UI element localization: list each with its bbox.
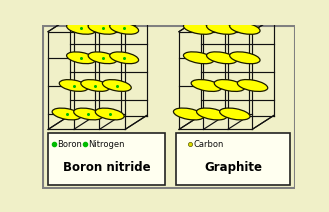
- Ellipse shape: [81, 80, 110, 91]
- Ellipse shape: [88, 52, 117, 64]
- Ellipse shape: [74, 108, 103, 120]
- Ellipse shape: [207, 22, 237, 34]
- Text: Graphite: Graphite: [204, 161, 262, 174]
- Ellipse shape: [230, 22, 260, 34]
- Bar: [48, 133, 165, 185]
- Ellipse shape: [173, 108, 204, 120]
- Ellipse shape: [196, 108, 227, 120]
- Ellipse shape: [237, 80, 268, 91]
- Ellipse shape: [102, 80, 131, 91]
- Text: Nitrogen: Nitrogen: [88, 139, 125, 149]
- Text: Carbon: Carbon: [194, 139, 224, 149]
- Ellipse shape: [230, 52, 260, 64]
- Ellipse shape: [59, 80, 88, 91]
- Ellipse shape: [95, 108, 124, 120]
- Ellipse shape: [110, 22, 139, 34]
- Text: Boron: Boron: [57, 139, 82, 149]
- Ellipse shape: [52, 108, 81, 120]
- Ellipse shape: [110, 52, 139, 64]
- Ellipse shape: [207, 52, 237, 64]
- Ellipse shape: [191, 80, 221, 91]
- Text: Boron nitride: Boron nitride: [63, 161, 150, 174]
- Ellipse shape: [66, 22, 95, 34]
- Bar: [176, 133, 290, 185]
- Ellipse shape: [214, 80, 245, 91]
- Ellipse shape: [184, 22, 214, 34]
- Ellipse shape: [88, 22, 117, 34]
- Ellipse shape: [66, 52, 95, 64]
- Ellipse shape: [184, 52, 214, 64]
- Ellipse shape: [220, 108, 250, 120]
